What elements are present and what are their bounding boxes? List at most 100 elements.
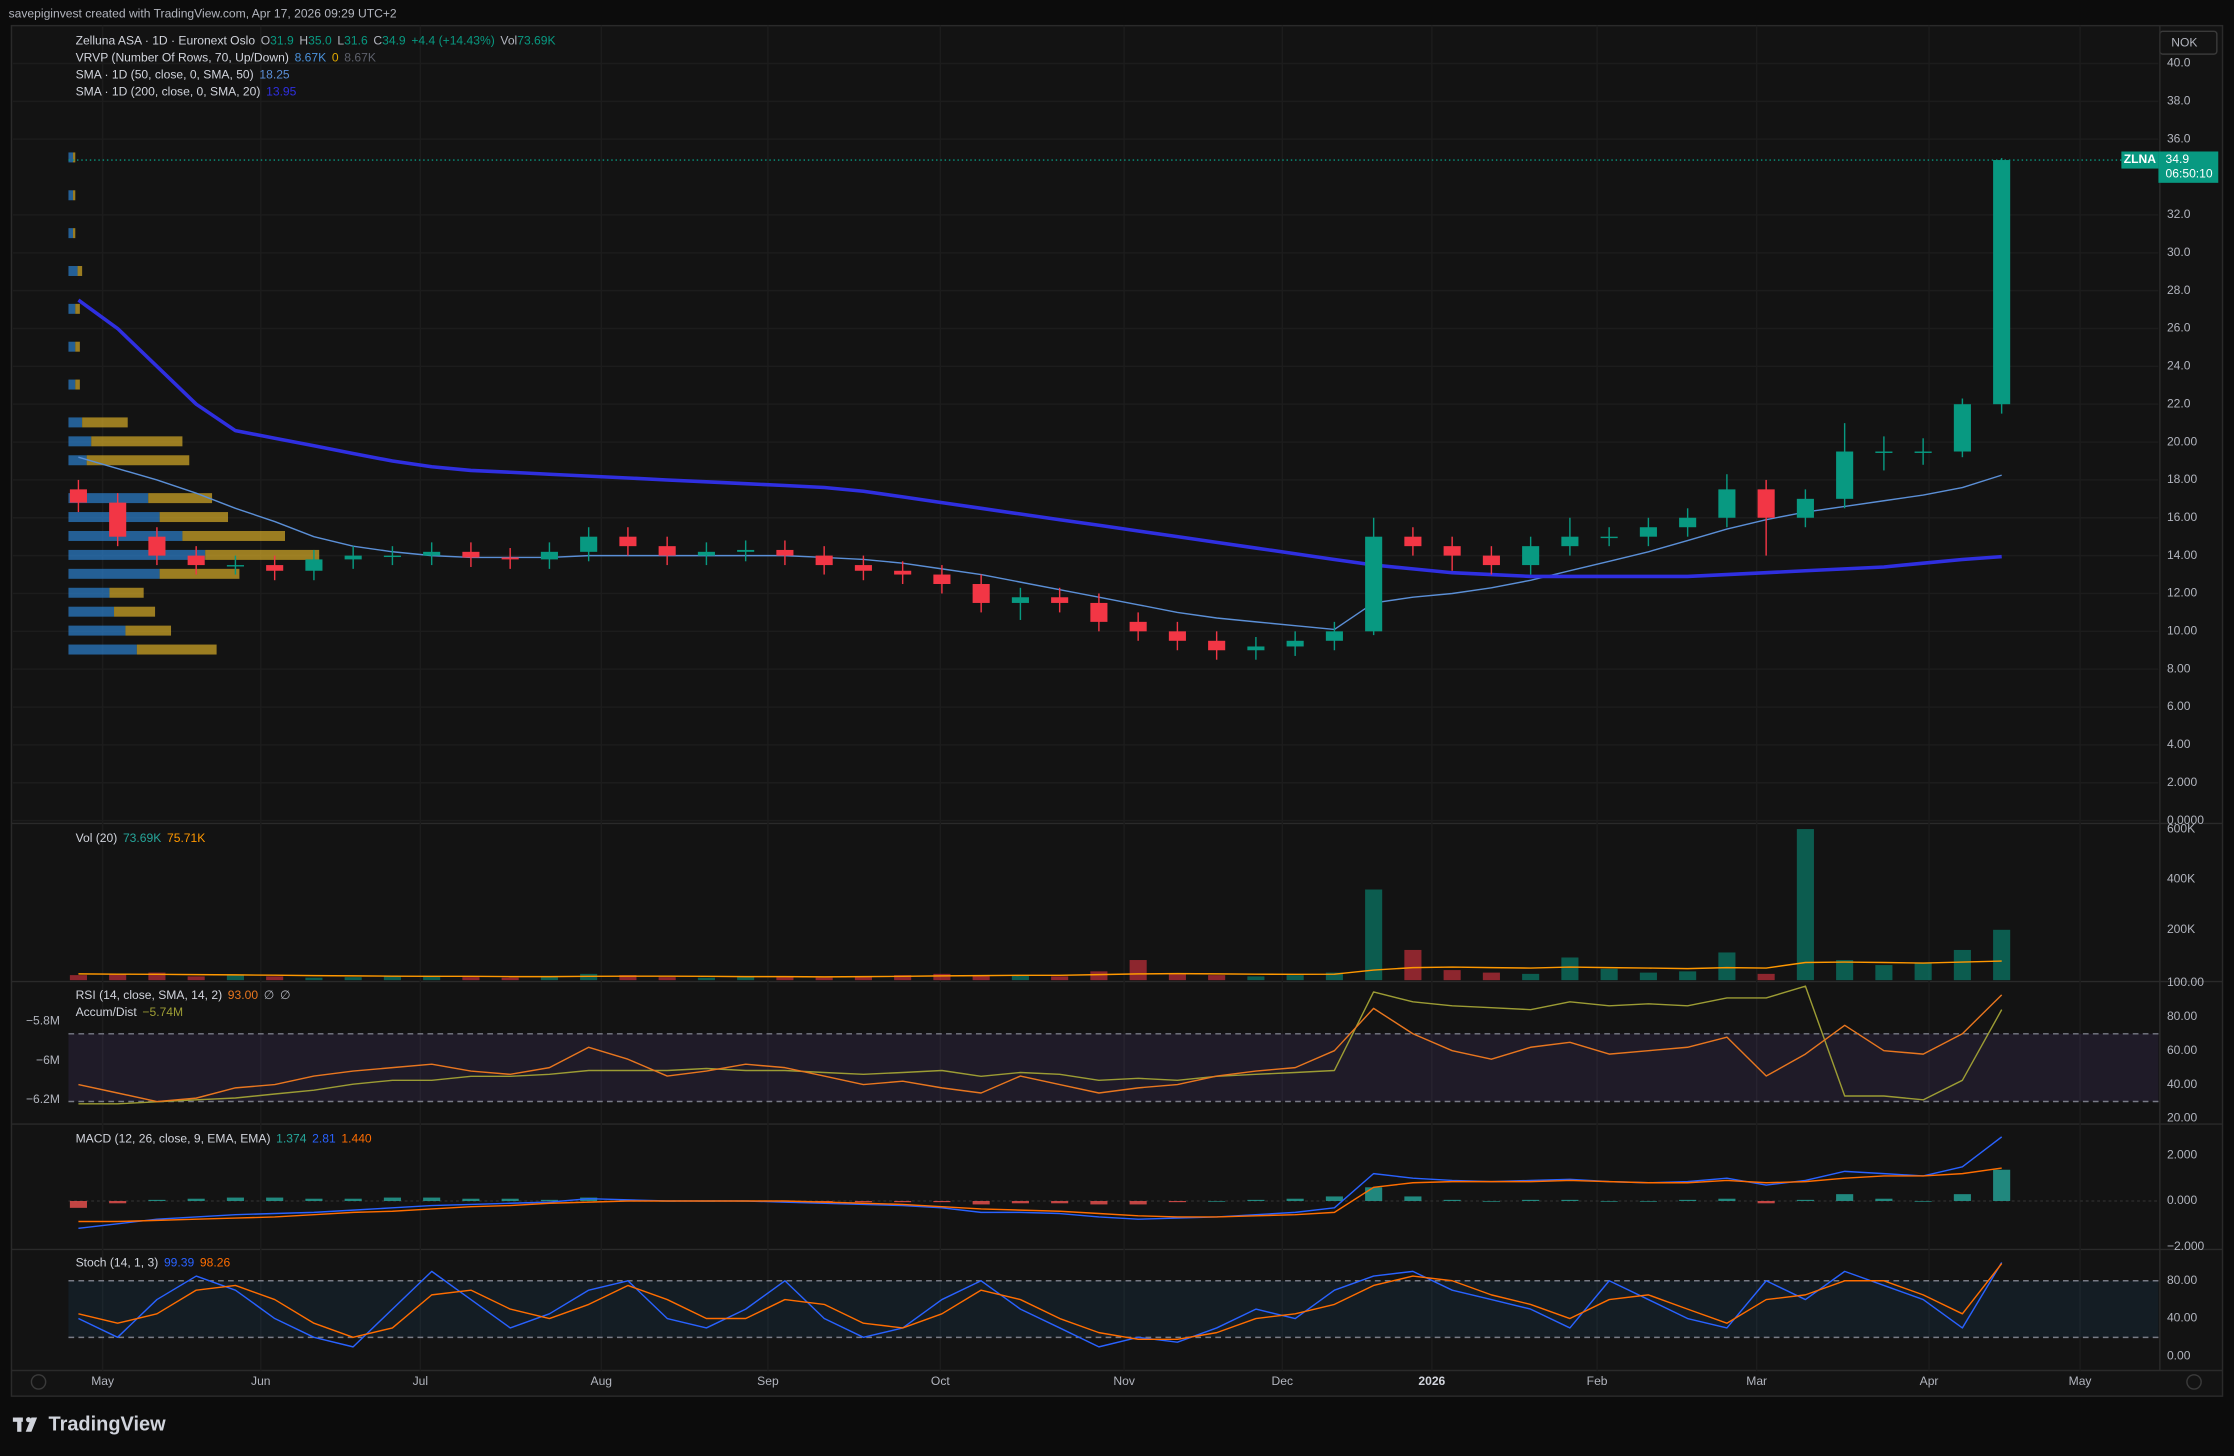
candle-body [1482,555,1500,566]
legend-item: O [261,34,270,48]
volume-bar [1090,971,1108,981]
macd-histogram-bar [854,1200,872,1203]
legend-item: −5.74M [142,1005,183,1019]
volume-bar [1914,962,1932,981]
macd-histogram-bar [1522,1199,1540,1201]
y-tick-label: 40.0 [2167,56,2191,70]
macd-histogram-bar [972,1200,990,1205]
legend: Accum/Dist −5.74M [76,1005,184,1019]
candle-body [1404,536,1422,547]
timezone-icon[interactable] [30,1374,47,1390]
x-tick-label: Apr [1920,1374,1939,1388]
y-tick-label: 28.0 [2167,283,2191,297]
profile-down-bar [182,530,285,541]
macd-histogram-bar [1796,1199,1814,1201]
macd-histogram-bar [1168,1200,1186,1203]
volume-bar [1051,976,1069,981]
volume-bar [658,977,676,981]
profile-down-bar [75,303,80,314]
x-tick-label: May [91,1374,115,1388]
accum-dist-line [78,985,2003,1105]
y-tick-label: 8.00 [2167,661,2191,675]
legend: Vol (20) 73.69K 75.71K [76,831,206,845]
y-tick-label: −5.8M [26,1014,60,1028]
macd-histogram-bar [1247,1199,1265,1201]
y-tick-label: 14.00 [2167,548,2198,562]
legend-item: 8.67K [295,51,327,65]
macd-histogram-bar [1208,1200,1226,1202]
volume-bar [1168,973,1186,981]
volume-bar [619,975,637,981]
y-tick-label: −6.2M [26,1092,60,1106]
profile-up-bar [68,606,115,617]
legend-item: SMA · 1D (200, close, 0, SMA, 20) [76,85,261,99]
y-tick-label: 20.00 [2167,1111,2198,1125]
macd-histogram-bar [1836,1194,1854,1201]
y-tick-label: 12.00 [2167,586,2198,600]
macd-histogram-bar [187,1198,205,1201]
legend-item: 2.81 [312,1132,336,1146]
y-tick-label: 30.0 [2167,245,2191,259]
profile-up-bar [68,436,92,447]
candle-body [894,570,912,575]
candle-body [1875,451,1893,453]
currency[interactable]: NOK [2171,36,2197,50]
macd-histogram-bar [1875,1198,1893,1201]
logo-shape [17,1417,22,1432]
profile-down-bar [75,341,80,352]
volume-bar [423,975,441,981]
volume-bar [776,977,794,981]
legend-item: Accum/Dist [76,1005,138,1019]
profile-up-bar [68,303,76,314]
legend-item: 0 [332,51,339,65]
macd-histogram-bar [266,1197,284,1201]
rsi-band-fill [68,1033,2159,1102]
volume-bar [69,975,87,981]
profile-down-bar [82,417,128,428]
candle-body [1443,546,1461,556]
profile-down-bar [109,587,144,598]
legend-item: 31.6 [344,34,368,48]
candle-body [462,551,480,558]
y-tick-label: −2.000 [2167,1239,2205,1253]
x-tick-label: Nov [1113,1374,1135,1388]
x-tick-label: Jul [413,1374,428,1388]
profile-down-bar [125,625,172,636]
volume-bar [1011,975,1029,981]
y-tick-label: 18.00 [2167,472,2198,486]
legend: SMA · 1D (200, close, 0, SMA, 20) 13.95 [76,85,297,99]
legend-item: 8.67K [344,51,376,65]
volume-bar [1129,960,1147,981]
legend-item: ∅ [280,988,291,1002]
y-tick-label: 0.000 [2167,1193,2198,1207]
profile-up-bar [68,379,76,390]
profile-up-bar [68,417,83,428]
legend-item: VRVP (Number Of Rows, 70, Up/Down) [76,51,289,65]
macd-histogram-bar [383,1197,401,1201]
rsi-line [78,994,2003,1103]
macd-histogram-bar [1482,1200,1500,1202]
legend-item: Vol [500,34,517,48]
countdown: 06:50:10 [2166,166,2213,180]
header-text: savepiginvest created with TradingView.c… [9,6,397,20]
x-tick-label: Sep [757,1374,779,1388]
y-tick-label: −6M [36,1053,60,1067]
profile-up-bar [68,568,160,579]
profile-up-bar [68,190,74,201]
candle-body [1325,631,1343,641]
candle-body [1718,489,1736,518]
volume-bar [344,977,362,981]
candle-body [619,536,637,547]
candle-body [305,559,323,571]
candle-body [69,489,87,503]
volume-bar [1561,957,1579,981]
candle-body [1953,404,1971,452]
volume-bar [1247,976,1265,981]
candle-body [1796,498,1814,518]
y-tick-label: 100.00 [2167,975,2204,989]
macd-histogram-bar [1757,1200,1775,1204]
x-tick-label: Mar [1746,1374,1767,1388]
macd-histogram-bar [1953,1194,1971,1201]
profile-down-bar [148,493,213,504]
auto-scale-icon[interactable] [2186,1374,2202,1390]
